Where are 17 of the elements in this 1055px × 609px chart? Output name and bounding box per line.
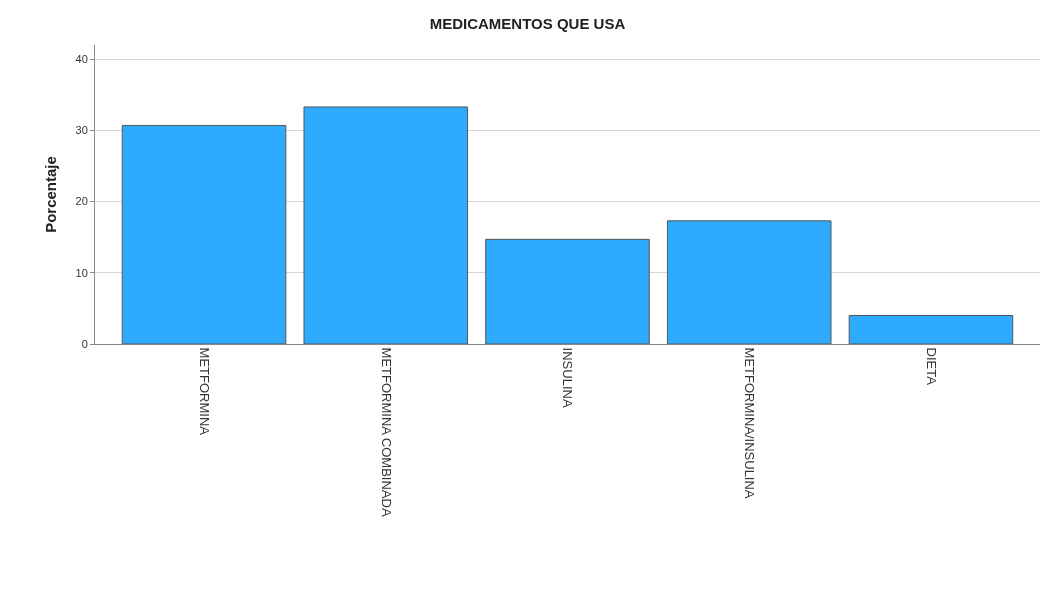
y-tick-label: 10 — [75, 266, 88, 279]
bar — [848, 315, 1014, 344]
x-tick-label: METFORMINA — [196, 347, 212, 436]
bar — [121, 124, 287, 344]
x-tick-label: METFORMINA/INSULINA — [742, 347, 758, 499]
x-tick-label: INSULINA — [560, 347, 576, 408]
x-tick-label: DIETA — [923, 347, 939, 386]
bar — [485, 238, 650, 344]
chart-title: MEDICAMENTOS QUE USA — [429, 14, 626, 32]
x-tick-label: METFORMINA COMBINADA — [378, 347, 394, 517]
y-tick-label: 0 — [81, 337, 88, 350]
y-tick-label: 40 — [75, 53, 88, 66]
y-tick-label: 30 — [75, 124, 88, 137]
bar — [303, 106, 469, 344]
y-axis-title: Porcentaje — [41, 156, 59, 233]
bar — [666, 220, 832, 344]
y-tick-label: 20 — [75, 195, 88, 208]
